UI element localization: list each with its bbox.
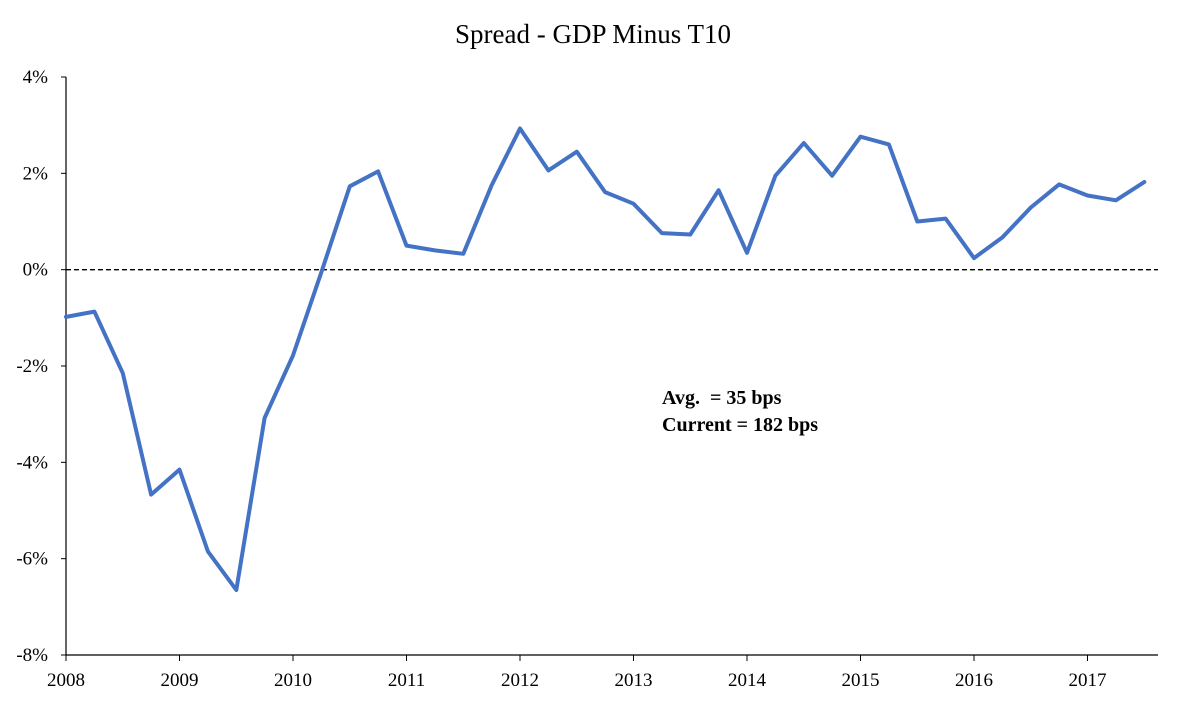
data-point — [830, 174, 834, 178]
data-point — [121, 371, 125, 375]
x-tick-label: 2012 — [501, 670, 539, 691]
data-point — [859, 135, 863, 139]
data-point — [546, 168, 550, 172]
data-point — [433, 248, 437, 252]
data-point — [92, 310, 96, 314]
data-point — [178, 468, 182, 472]
x-tick-label: 2008 — [47, 670, 85, 691]
x-tick-label: 2014 — [728, 670, 767, 691]
y-tick-label: 0% — [23, 260, 49, 281]
y-tick-label: -4% — [16, 452, 48, 473]
data-point — [887, 142, 891, 146]
series-points — [64, 127, 1146, 592]
data-point — [944, 217, 948, 221]
chart-title: Spread - GDP Minus T10 — [455, 19, 731, 49]
data-point — [660, 231, 664, 235]
data-point — [1057, 182, 1061, 186]
data-point — [206, 549, 210, 553]
data-point — [490, 183, 494, 187]
data-point — [64, 315, 68, 319]
y-tick-label: -2% — [16, 356, 48, 377]
annotation-average: Avg. = 35 bps — [662, 387, 782, 409]
data-point — [1029, 206, 1033, 210]
x-tick-label: 2011 — [388, 670, 425, 691]
x-tick-label: 2013 — [615, 670, 653, 691]
x-tick-label: 2015 — [842, 670, 880, 691]
data-point — [518, 127, 522, 131]
data-point — [376, 169, 380, 173]
data-point — [234, 588, 238, 592]
data-point — [461, 252, 465, 256]
data-point — [802, 141, 806, 145]
x-tick-label: 2017 — [1069, 670, 1107, 691]
data-point — [291, 353, 295, 357]
data-point — [773, 174, 777, 178]
x-tick-label: 2009 — [161, 670, 199, 691]
data-point — [1086, 193, 1090, 197]
data-point — [688, 233, 692, 237]
data-point — [915, 220, 919, 224]
data-point — [405, 244, 409, 248]
data-point — [745, 251, 749, 255]
data-point — [603, 190, 607, 194]
data-point — [1000, 235, 1004, 239]
data-point — [717, 188, 721, 192]
annotation-current: Current = 182 bps — [662, 414, 818, 436]
data-point — [319, 270, 323, 274]
x-tick-label: 2016 — [955, 670, 993, 691]
data-point — [1114, 198, 1118, 202]
data-point — [632, 202, 636, 206]
data-point — [1142, 180, 1146, 184]
data-point — [575, 150, 579, 154]
y-tick-label: -8% — [16, 645, 48, 666]
data-point — [263, 416, 267, 420]
data-point — [348, 184, 352, 188]
series-line-gdp-minus-t10 — [64, 126, 1147, 592]
x-tick-label: 2010 — [274, 670, 312, 691]
y-axis: -8% -6% -4% -2% 0% 2% 4% — [16, 67, 67, 666]
y-tick-label: -6% — [16, 549, 48, 570]
y-tick-label: 4% — [23, 67, 49, 88]
x-axis: 2008 2009 2010 2011 2012 2013 2014 2015 2016 2017 — [47, 654, 1158, 691]
data-point — [972, 256, 976, 260]
data-point — [149, 493, 153, 497]
y-tick-label: 2% — [23, 163, 49, 184]
